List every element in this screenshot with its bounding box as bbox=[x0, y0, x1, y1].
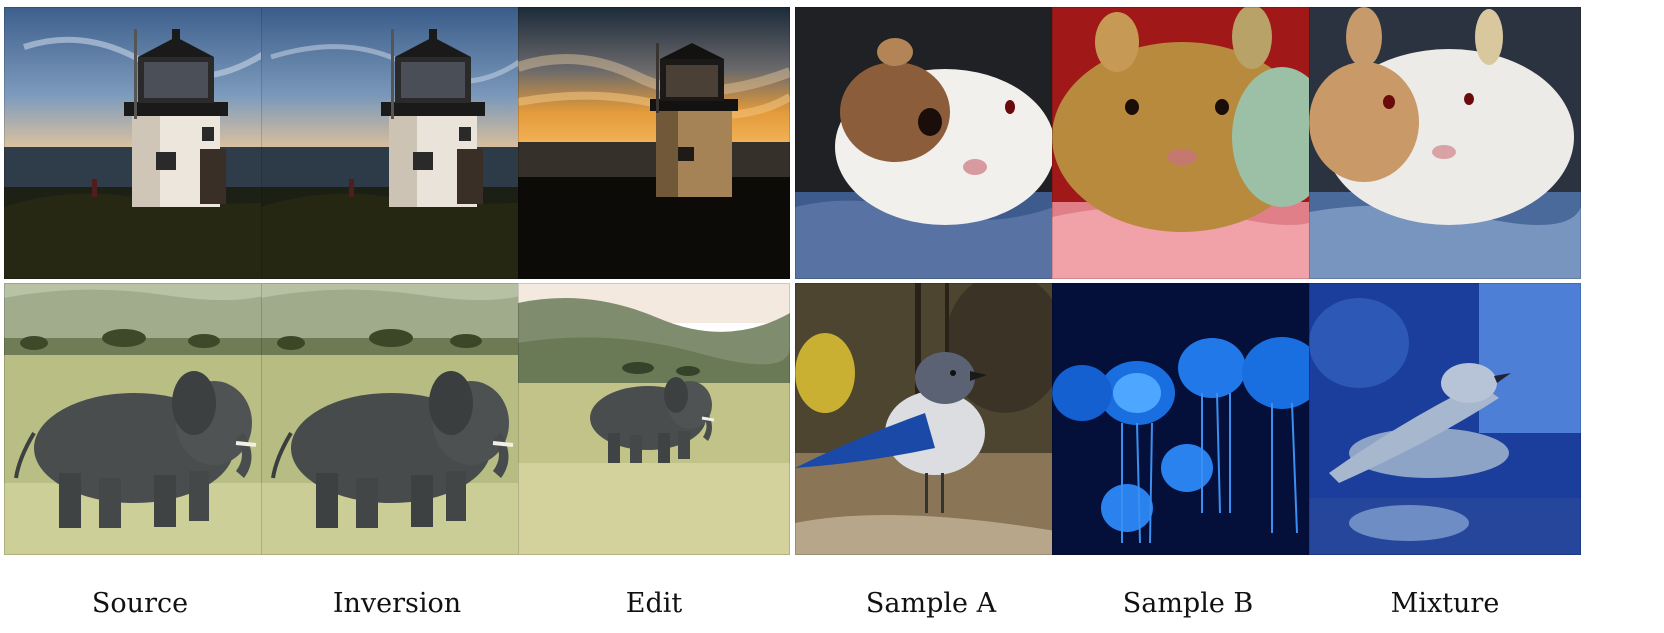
rabbit-mixture-image bbox=[1309, 7, 1581, 279]
caption-mixture: Mixture bbox=[1390, 588, 1500, 619]
caption-sample-b: Sample B bbox=[1122, 588, 1254, 619]
caption-source: Source bbox=[91, 588, 189, 619]
elephant-edit-image bbox=[518, 283, 790, 555]
rabbit-sample-b-image bbox=[1052, 7, 1324, 279]
lighthouse-source-image bbox=[4, 7, 276, 279]
guinea-pig-sample-a-image bbox=[795, 7, 1067, 279]
elephant-inversion-image bbox=[261, 283, 533, 555]
jellyfish-sample-b-image bbox=[1052, 283, 1324, 555]
lighthouse-edit-image bbox=[518, 7, 790, 279]
bird-jellyfish-mixture-image bbox=[1309, 283, 1581, 555]
blue-jay-sample-a-image bbox=[795, 283, 1067, 555]
caption-edit: Edit bbox=[625, 588, 683, 619]
caption-inversion: Inversion bbox=[332, 588, 462, 619]
lighthouse-inversion-image bbox=[261, 7, 533, 279]
caption-sample-a: Sample A bbox=[865, 588, 997, 619]
elephant-source-image bbox=[4, 283, 276, 555]
